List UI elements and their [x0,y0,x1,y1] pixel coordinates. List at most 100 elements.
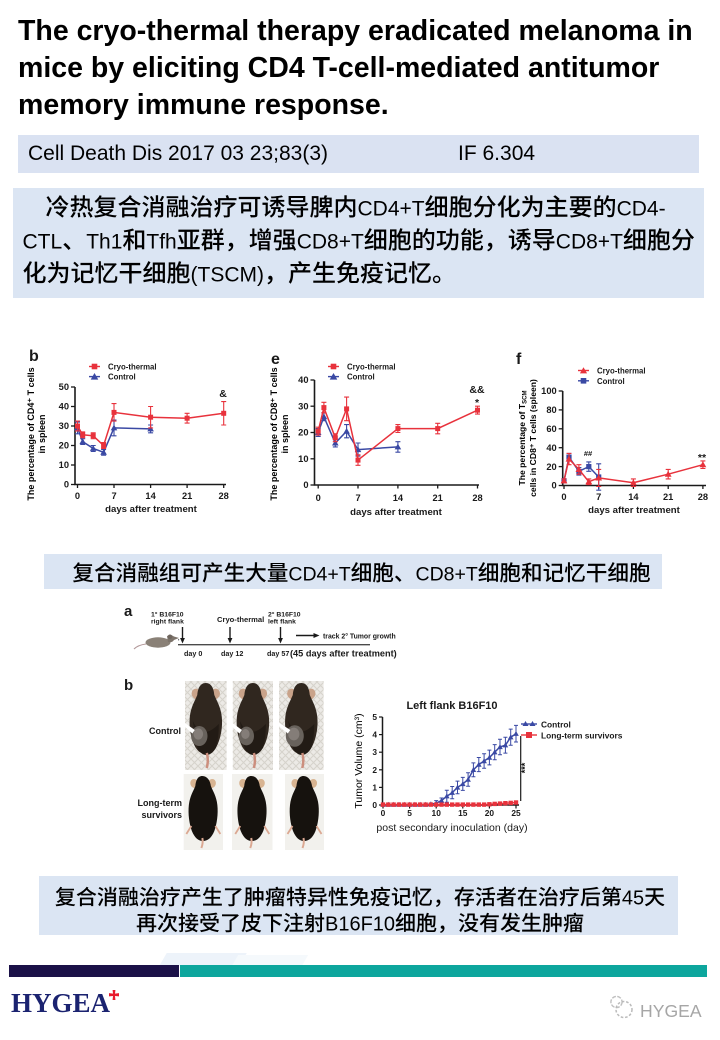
svg-text:14: 14 [145,491,156,501]
svg-text:10: 10 [432,808,442,818]
svg-text:4: 4 [372,730,377,740]
svg-text:Cryo-thermal: Cryo-thermal [217,615,264,624]
svg-text:28: 28 [698,492,708,502]
svg-text:5: 5 [372,712,377,722]
svg-text:0: 0 [552,481,557,491]
svg-text:&: & [219,388,227,400]
svg-text:&&: && [469,384,485,396]
svg-text:30: 30 [59,421,69,431]
svg-text:right flank: right flank [151,619,184,626]
svg-text:##: ## [584,449,593,458]
svg-text:14: 14 [628,492,639,502]
svg-text:7: 7 [355,493,360,503]
svg-text:Tumor Volume (cm³): Tumor Volume (cm³) [353,713,365,808]
svg-text:days after treatment: days after treatment [350,507,443,518]
svg-text:CD8+T: CD8+T [556,231,623,254]
svg-text:60: 60 [546,424,556,434]
svg-text:50: 50 [59,382,69,392]
svg-text:Long-term: Long-term [138,798,183,808]
svg-text:5: 5 [407,808,412,818]
svg-text:CTL: CTL [23,231,63,254]
svg-text:in spleen: in spleen [280,414,290,453]
svg-text:30: 30 [298,401,308,411]
svg-text:Control: Control [347,373,375,382]
svg-text:10: 10 [59,460,69,470]
svg-text:***: *** [520,762,530,773]
svg-text:day 0: day 0 [184,649,202,658]
svg-text:0: 0 [561,492,566,502]
svg-text:Control: Control [541,720,571,730]
svg-text:20: 20 [485,808,495,818]
svg-text:7: 7 [596,492,601,502]
svg-text:b: b [124,677,133,694]
svg-text:10: 10 [298,454,308,464]
svg-text:28: 28 [472,493,482,503]
svg-text:The percentage of TSCM: The percentage of TSCM [517,391,529,486]
svg-text:*: * [475,397,480,409]
svg-text:days after treatment: days after treatment [105,504,198,515]
svg-text:20: 20 [298,428,308,438]
svg-text:CD8+T: CD8+T [416,564,478,586]
svg-text:CD8+T: CD8+T [297,231,364,254]
svg-text:The percentage of CD4⁺ T cells: The percentage of CD4⁺ T cells [26,367,36,500]
svg-text:day 57: day 57 [267,649,289,658]
svg-text:1: 1 [372,782,377,792]
svg-text:21: 21 [182,491,192,501]
svg-text:The percentage of CD8⁺ T cells: The percentage of CD8⁺ T cells [269,367,279,500]
svg-text:0: 0 [381,808,386,818]
svg-text:1° B16F10: 1° B16F10 [151,611,184,619]
svg-text:Th1: Th1 [86,231,122,254]
svg-text:0: 0 [303,480,308,490]
svg-text:CD4+T: CD4+T [358,198,425,221]
svg-text:Long-term survivors: Long-term survivors [541,731,623,741]
svg-text:0: 0 [75,491,80,501]
svg-text:CD4-: CD4- [617,198,666,221]
svg-text:Cryo-thermal: Cryo-thermal [108,363,157,372]
svg-text:21: 21 [663,492,673,502]
svg-text:40: 40 [298,375,308,385]
svg-text:20: 20 [59,441,69,451]
svg-text:21: 21 [433,493,443,503]
svg-text:B16F10: B16F10 [325,914,395,936]
svg-text:day 12: day 12 [221,649,243,658]
svg-text:2: 2 [372,765,377,775]
svg-text:(45 days after treatment): (45 days after treatment) [290,649,397,659]
svg-text:in spleen: in spleen [37,414,47,453]
svg-text:Tfh: Tfh [146,231,176,254]
svg-text:20: 20 [546,462,556,472]
svg-text:14: 14 [393,493,404,503]
svg-text:0: 0 [372,800,377,810]
svg-text:0: 0 [64,480,69,490]
svg-text:f: f [516,351,522,368]
svg-text:Cryo-thermal: Cryo-thermal [597,367,646,376]
svg-text:cells in CD8⁺ T cells (spleen): cells in CD8⁺ T cells (spleen) [528,379,538,497]
svg-text:e: e [271,351,280,368]
svg-text:40: 40 [59,402,69,412]
svg-text:post secondary inoculation (da: post secondary inoculation (day) [376,822,527,834]
svg-text:**: ** [698,452,707,464]
svg-text:b: b [29,348,39,365]
svg-text:28: 28 [218,491,228,501]
svg-text:2° B16F10: 2° B16F10 [268,611,301,619]
svg-text:40: 40 [546,443,556,453]
svg-text:Control: Control [108,373,136,382]
svg-text:15: 15 [458,808,468,818]
svg-text:7: 7 [111,491,116,501]
svg-text:3: 3 [372,747,377,757]
svg-text:80: 80 [546,405,556,415]
svg-text:45: 45 [622,888,644,910]
svg-text:Control: Control [597,377,625,386]
svg-text:survivors: survivors [141,810,182,820]
svg-text:a: a [124,603,133,620]
svg-text:track 2° Tumor growth: track 2° Tumor growth [323,633,396,641]
svg-text:CD4+T: CD4+T [288,564,350,586]
svg-text:left flank: left flank [268,619,296,626]
svg-text:(TSCM): (TSCM) [191,264,264,287]
svg-text:100: 100 [541,386,557,396]
svg-text:0: 0 [316,493,321,503]
svg-text:Cryo-thermal: Cryo-thermal [347,363,396,372]
svg-text:HYGEA: HYGEA [640,1001,702,1021]
svg-text:Control: Control [149,726,181,736]
svg-text:Left flank B16F10: Left flank B16F10 [406,700,497,712]
svg-text:days after treatment: days after treatment [588,505,681,516]
